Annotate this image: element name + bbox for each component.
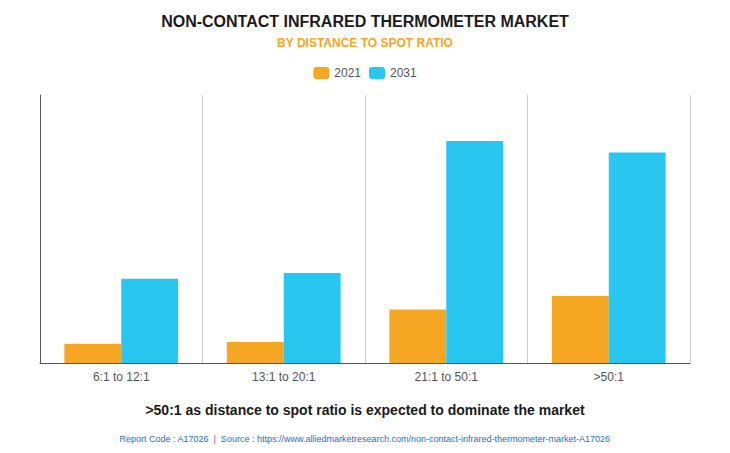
svg-text:>50:1 as distance to spot rati: >50:1 as distance to spot ratio is expec… [145,402,585,418]
svg-text:2031: 2031 [390,66,417,80]
svg-text:Report Code : A17026 | Sourc: Report Code : A17026 | Source : https://… [119,434,610,444]
svg-text:2021: 2021 [334,66,361,80]
svg-text:>50:1: >50:1 [594,370,625,384]
svg-text:BY DISTANCE TO SPOT RATIO: BY DISTANCE TO SPOT RATIO [277,36,453,50]
svg-text:NON-CONTACT INFRARED THERMOMET: NON-CONTACT INFRARED THERMOMETER MARKET [161,13,569,30]
svg-text:13:1 to 20:1: 13:1 to 20:1 [252,370,316,384]
svg-text:21:1 to 50:1: 21:1 to 50:1 [415,370,479,384]
svg-text:6:1 to 12:1: 6:1 to 12:1 [93,370,150,384]
